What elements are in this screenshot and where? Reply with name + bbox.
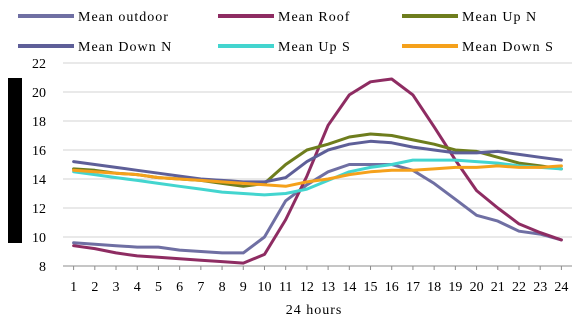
x-tick-label: 20 xyxy=(470,280,484,295)
black-bar-decoration xyxy=(8,78,22,243)
x-tick-label: 1 xyxy=(70,280,77,295)
x-tick-label: 17 xyxy=(406,280,420,295)
y-axis-ticks: 8 10 12 14 16 18 20 22 xyxy=(32,57,46,275)
x-tick-label: 23 xyxy=(533,280,547,295)
x-tick-label: 16 xyxy=(385,280,399,295)
x-tick-label: 18 xyxy=(427,280,441,295)
legend-label: Mean outdoor xyxy=(78,10,169,25)
legend-label: Mean Down N xyxy=(78,40,172,55)
legend: Mean outdoor Mean Roof Mean Up N Mean Down … xyxy=(18,10,554,55)
series-line xyxy=(72,139,563,184)
x-tick-label: 9 xyxy=(240,280,247,295)
x-tick-label: 4 xyxy=(134,280,141,295)
x-tick-label: 24 xyxy=(554,280,568,295)
legend-label: Mean Down S xyxy=(462,40,554,55)
y-tick-label: 16 xyxy=(32,144,46,159)
x-tick-label: 22 xyxy=(512,280,526,295)
y-tick-label: 10 xyxy=(32,231,46,246)
grid-lines xyxy=(63,62,572,267)
x-tick-label: 5 xyxy=(155,280,162,295)
legend-item: Mean outdoor xyxy=(18,10,169,25)
x-tick-label: 12 xyxy=(300,280,314,295)
x-tick-label: 2 xyxy=(91,280,98,295)
x-axis-ticks: 1 2 3 4 5 6 7 8 9 10 11 12 13 14 15 16 17 18 19 20 21 22 23 24 xyxy=(70,266,568,295)
x-tick-label: 10 xyxy=(257,280,271,295)
x-tick-label: 11 xyxy=(279,280,292,295)
legend-label: Mean Up N xyxy=(462,10,537,25)
legend-label: Mean Roof xyxy=(278,10,350,25)
legend-item: Mean Roof xyxy=(218,10,350,25)
series-line xyxy=(72,158,563,197)
x-tick-label: 6 xyxy=(176,280,183,295)
x-tick-label: 8 xyxy=(219,280,226,295)
y-tick-label: 18 xyxy=(32,115,46,130)
x-tick-label: 19 xyxy=(448,280,462,295)
legend-item: Mean Down S xyxy=(402,40,554,55)
x-tick-label: 21 xyxy=(491,280,505,295)
y-tick-label: 22 xyxy=(32,57,46,72)
series-lines xyxy=(72,77,563,265)
x-tick-label: 13 xyxy=(321,280,335,295)
y-tick-label: 14 xyxy=(32,173,46,188)
legend-label: Mean Up S xyxy=(278,40,351,55)
series-line xyxy=(72,77,563,265)
legend-item: Mean Down N xyxy=(18,40,172,55)
y-tick-label: 8 xyxy=(39,260,46,275)
series-line xyxy=(72,164,563,188)
legend-item: Mean Up S xyxy=(218,40,351,55)
x-tick-label: 7 xyxy=(197,280,204,295)
series-line xyxy=(72,163,563,255)
legend-item: Mean Up N xyxy=(402,10,537,25)
x-tick-label: 3 xyxy=(113,280,120,295)
y-tick-label: 20 xyxy=(32,86,46,101)
x-tick-label: 14 xyxy=(342,280,356,295)
x-tick-label: 15 xyxy=(364,280,378,295)
x-axis-title: 24 hours xyxy=(286,303,343,318)
y-tick-label: 12 xyxy=(32,202,46,217)
